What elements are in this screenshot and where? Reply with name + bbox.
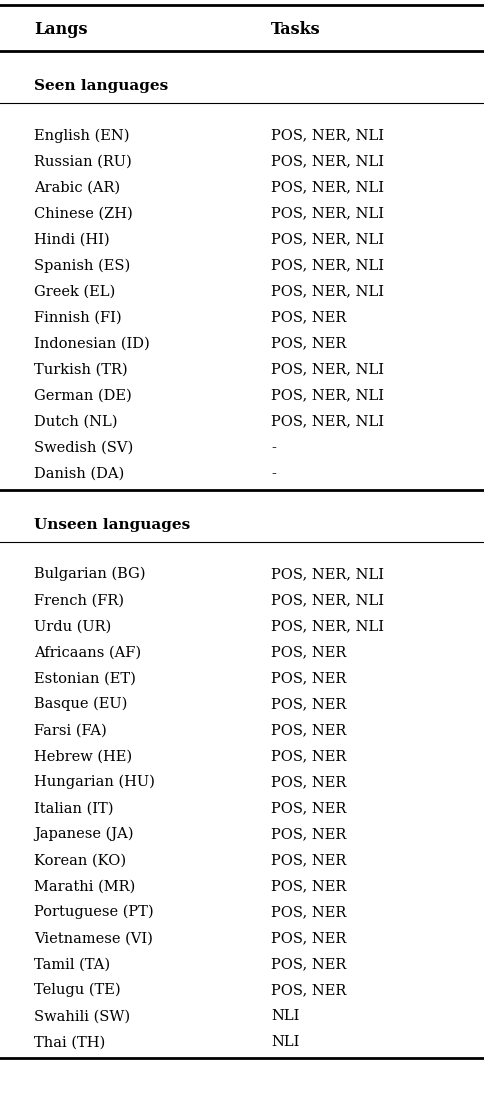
Text: Greek (EL): Greek (EL) bbox=[34, 285, 115, 299]
Text: Arabic (AR): Arabic (AR) bbox=[34, 180, 120, 195]
Text: Spanish (ES): Spanish (ES) bbox=[34, 258, 130, 272]
Text: POS, NER, NLI: POS, NER, NLI bbox=[271, 593, 384, 607]
Text: POS, NER, NLI: POS, NER, NLI bbox=[271, 259, 384, 272]
Text: Urdu (UR): Urdu (UR) bbox=[34, 619, 111, 633]
Text: POS, NER: POS, NER bbox=[271, 957, 346, 971]
Text: Swahili (SW): Swahili (SW) bbox=[34, 1010, 130, 1023]
Text: POS, NER: POS, NER bbox=[271, 697, 346, 712]
Text: Hindi (HI): Hindi (HI) bbox=[34, 232, 109, 247]
Text: POS, NER, NLI: POS, NER, NLI bbox=[271, 285, 384, 299]
Text: POS, NER, NLI: POS, NER, NLI bbox=[271, 232, 384, 247]
Text: Telugu (TE): Telugu (TE) bbox=[34, 983, 121, 997]
Text: Unseen languages: Unseen languages bbox=[34, 518, 190, 532]
Text: POS, NER: POS, NER bbox=[271, 310, 346, 325]
Text: POS, NER, NLI: POS, NER, NLI bbox=[271, 389, 384, 403]
Text: POS, NER: POS, NER bbox=[271, 337, 346, 350]
Text: Turkish (TR): Turkish (TR) bbox=[34, 363, 127, 377]
Text: POS, NER, NLI: POS, NER, NLI bbox=[271, 180, 384, 195]
Text: POS, NER: POS, NER bbox=[271, 645, 346, 659]
Text: Swedish (SV): Swedish (SV) bbox=[34, 440, 133, 455]
Text: POS, NER: POS, NER bbox=[271, 827, 346, 841]
Text: Tamil (TA): Tamil (TA) bbox=[34, 957, 110, 971]
Text: Finnish (FI): Finnish (FI) bbox=[34, 310, 121, 325]
Text: POS, NER: POS, NER bbox=[271, 672, 346, 685]
Text: POS, NER: POS, NER bbox=[271, 749, 346, 763]
Text: Farsi (FA): Farsi (FA) bbox=[34, 723, 106, 737]
Text: POS, NER: POS, NER bbox=[271, 802, 346, 815]
Text: Chinese (ZH): Chinese (ZH) bbox=[34, 207, 133, 220]
Text: Hebrew (HE): Hebrew (HE) bbox=[34, 749, 132, 763]
Text: POS, NER, NLI: POS, NER, NLI bbox=[271, 155, 384, 169]
Text: Africaans (AF): Africaans (AF) bbox=[34, 645, 141, 659]
Text: NLI: NLI bbox=[271, 1010, 300, 1023]
Text: Basque (EU): Basque (EU) bbox=[34, 697, 127, 712]
Text: Korean (KO): Korean (KO) bbox=[34, 853, 126, 867]
Text: German (DE): German (DE) bbox=[34, 389, 132, 403]
Text: Hungarian (HU): Hungarian (HU) bbox=[34, 775, 155, 790]
Text: Tasks: Tasks bbox=[271, 21, 321, 38]
Text: NLI: NLI bbox=[271, 1035, 300, 1050]
Text: English (EN): English (EN) bbox=[34, 129, 129, 143]
Text: Seen languages: Seen languages bbox=[34, 79, 168, 93]
Text: POS, NER, NLI: POS, NER, NLI bbox=[271, 415, 384, 429]
Text: Marathi (MR): Marathi (MR) bbox=[34, 880, 135, 893]
Text: Thai (TH): Thai (TH) bbox=[34, 1035, 105, 1050]
Text: POS, NER: POS, NER bbox=[271, 983, 346, 997]
Text: Japanese (JA): Japanese (JA) bbox=[34, 827, 134, 842]
Text: Estonian (ET): Estonian (ET) bbox=[34, 672, 136, 685]
Text: Langs: Langs bbox=[34, 21, 88, 38]
Text: Russian (RU): Russian (RU) bbox=[34, 155, 132, 169]
Text: POS, NER, NLI: POS, NER, NLI bbox=[271, 129, 384, 142]
Text: Indonesian (ID): Indonesian (ID) bbox=[34, 337, 150, 350]
Text: -: - bbox=[271, 440, 276, 455]
Text: Bulgarian (BG): Bulgarian (BG) bbox=[34, 567, 145, 582]
Text: POS, NER, NLI: POS, NER, NLI bbox=[271, 619, 384, 633]
Text: Italian (IT): Italian (IT) bbox=[34, 802, 113, 815]
Text: POS, NER: POS, NER bbox=[271, 853, 346, 867]
Text: POS, NER, NLI: POS, NER, NLI bbox=[271, 207, 384, 220]
Text: Dutch (NL): Dutch (NL) bbox=[34, 415, 118, 429]
Text: -: - bbox=[271, 467, 276, 480]
Text: Vietnamese (VI): Vietnamese (VI) bbox=[34, 931, 153, 945]
Text: POS, NER: POS, NER bbox=[271, 931, 346, 945]
Text: POS, NER, NLI: POS, NER, NLI bbox=[271, 363, 384, 377]
Text: POS, NER: POS, NER bbox=[271, 905, 346, 920]
Text: French (FR): French (FR) bbox=[34, 593, 124, 607]
Text: POS, NER: POS, NER bbox=[271, 723, 346, 737]
Text: POS, NER: POS, NER bbox=[271, 775, 346, 790]
Text: POS, NER, NLI: POS, NER, NLI bbox=[271, 567, 384, 582]
Text: POS, NER: POS, NER bbox=[271, 880, 346, 893]
Text: Danish (DA): Danish (DA) bbox=[34, 467, 124, 480]
Text: Portuguese (PT): Portuguese (PT) bbox=[34, 905, 153, 920]
